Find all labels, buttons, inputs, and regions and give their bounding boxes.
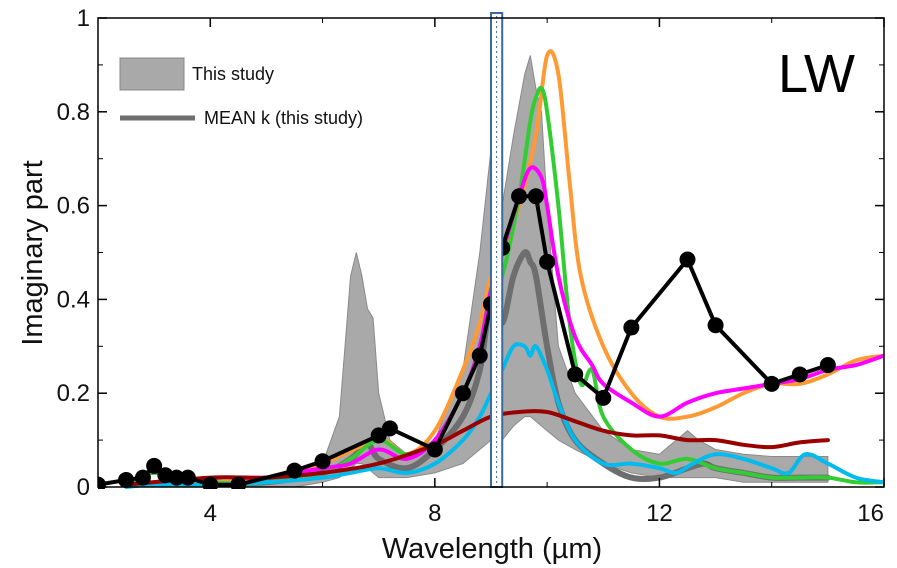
y-tick-label-2: 0.4 xyxy=(57,286,90,313)
series-line-2 xyxy=(124,85,884,487)
series-marker-6-26 xyxy=(763,375,780,392)
plot-content xyxy=(98,49,884,489)
x-tick-label-2: 12 xyxy=(646,500,673,527)
series-marker-6-21 xyxy=(567,366,584,383)
y-tick-label-4: 0.8 xyxy=(57,99,90,126)
legend: This study MEAN k (this study) xyxy=(119,57,363,128)
series-marker-6-3 xyxy=(146,457,163,474)
y-axis-title: Imaginary part xyxy=(17,160,49,345)
series-line-4 xyxy=(124,342,884,489)
x-axis-title: Wavelength (µm) xyxy=(382,533,602,565)
legend-label-band: This study xyxy=(192,64,274,84)
x-tick-label-0: 4 xyxy=(204,500,217,527)
series-marker-6-13 xyxy=(426,441,443,458)
series-marker-6-5 xyxy=(168,469,185,486)
plot-area: 0 0.2 0.4 0.6 0.8 1 4 8 12 16 xyxy=(57,5,885,527)
series-marker-6-15 xyxy=(471,347,488,364)
legend-swatch-band xyxy=(119,57,185,91)
highlight-band xyxy=(490,12,504,488)
y-tick-label-3: 0.6 xyxy=(57,193,90,220)
x-tick-label-1: 8 xyxy=(428,500,441,527)
series-line-5 xyxy=(124,409,830,487)
y-tick-label-5: 1 xyxy=(77,5,90,32)
series-line-3 xyxy=(236,165,884,480)
series-marker-6-9 xyxy=(286,462,303,479)
series-marker-6-1 xyxy=(118,471,135,488)
y-tick-label-0: 0 xyxy=(77,474,90,501)
series-marker-6-23 xyxy=(623,319,640,336)
y-tick-label-1: 0.2 xyxy=(57,380,90,407)
series-marker-6-6 xyxy=(179,469,196,486)
series-marker-6-2 xyxy=(134,469,151,486)
series-marker-6-14 xyxy=(454,385,471,402)
series-marker-6-28 xyxy=(819,357,836,374)
series-marker-6-0 xyxy=(98,476,106,489)
corner-label: LW xyxy=(778,44,855,104)
legend-label-line: MEAN k (this study) xyxy=(204,108,363,128)
series-marker-6-19 xyxy=(527,188,544,205)
series-marker-6-8 xyxy=(230,476,247,489)
series-marker-6-27 xyxy=(791,366,808,383)
series-marker-6-24 xyxy=(679,251,696,268)
series-marker-6-25 xyxy=(707,317,724,334)
series-marker-6-18 xyxy=(511,188,528,205)
x-tick-label-3: 16 xyxy=(857,500,884,527)
series-marker-6-10 xyxy=(314,453,331,470)
series-marker-6-12 xyxy=(381,420,398,437)
series-marker-6-20 xyxy=(539,253,556,270)
series-marker-6-22 xyxy=(595,389,612,406)
